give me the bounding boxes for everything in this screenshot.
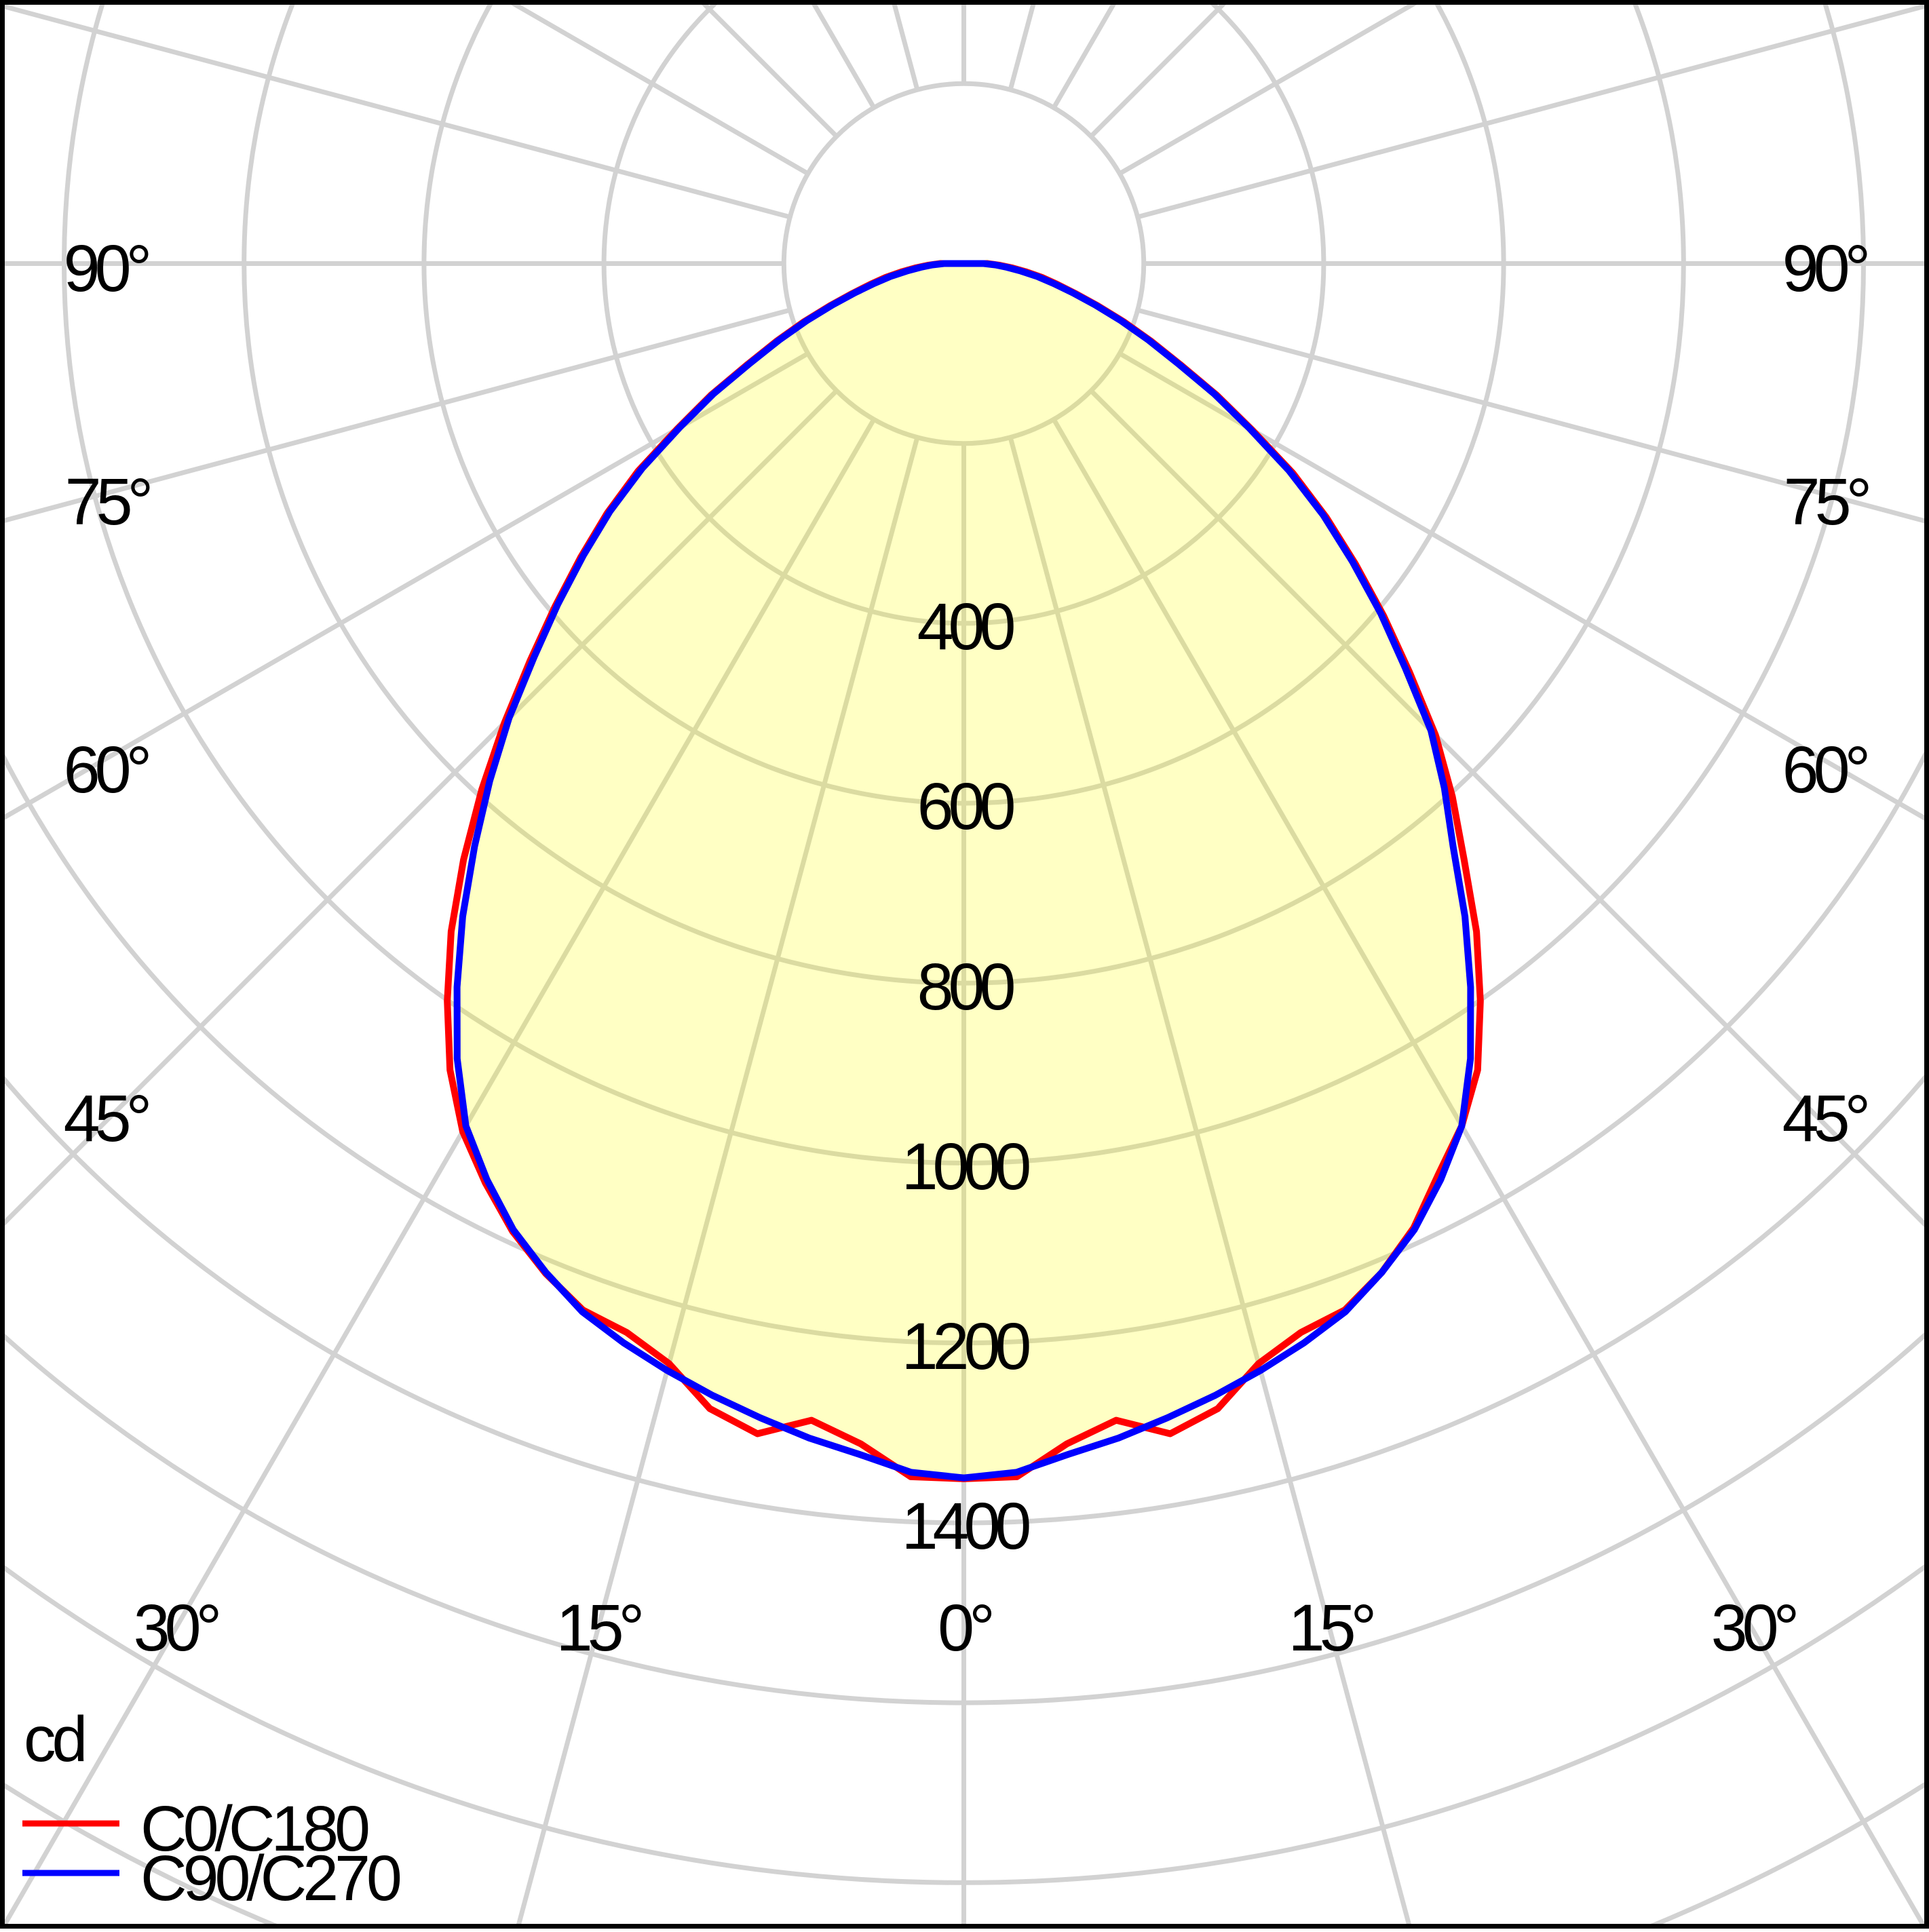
svg-text:30°: 30° xyxy=(134,1591,218,1665)
svg-text:400: 400 xyxy=(917,590,1014,663)
svg-text:60°: 60° xyxy=(64,733,149,807)
svg-text:90°: 90° xyxy=(64,231,149,305)
svg-text:1200: 1200 xyxy=(902,1309,1030,1383)
svg-text:90°: 90° xyxy=(1782,231,1867,305)
svg-text:30°: 30° xyxy=(1711,1591,1796,1665)
svg-text:1400: 1400 xyxy=(902,1489,1030,1563)
svg-text:45°: 45° xyxy=(1782,1081,1867,1155)
svg-text:15°: 15° xyxy=(556,1591,641,1665)
svg-text:800: 800 xyxy=(917,950,1014,1024)
svg-text:75°: 75° xyxy=(65,465,150,539)
svg-text:60°: 60° xyxy=(1782,733,1867,807)
svg-text:C0/C180: C0/C180 xyxy=(140,1793,368,1865)
svg-text:15°: 15° xyxy=(1288,1591,1373,1665)
svg-text:0°: 0° xyxy=(938,1591,991,1665)
svg-text:C90/C270: C90/C270 xyxy=(140,1842,400,1914)
svg-text:600: 600 xyxy=(917,769,1014,843)
svg-text:1000: 1000 xyxy=(902,1129,1030,1203)
svg-text:cd: cd xyxy=(24,1703,84,1775)
svg-text:75°: 75° xyxy=(1784,465,1869,539)
svg-text:45°: 45° xyxy=(64,1081,149,1155)
